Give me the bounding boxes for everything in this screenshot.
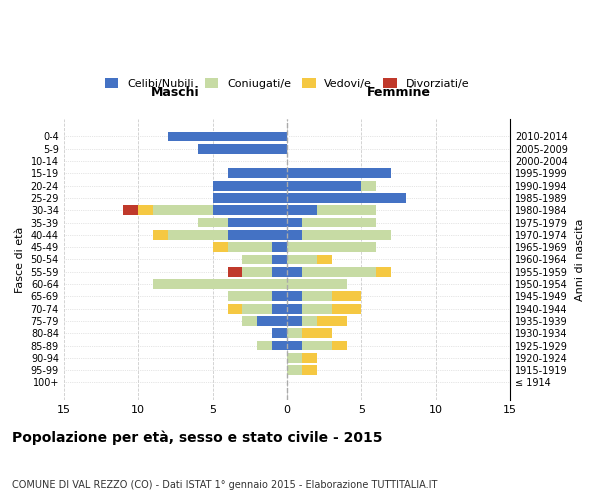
Text: Femmine: Femmine bbox=[367, 86, 431, 99]
Bar bbox=[376, 267, 391, 276]
Bar bbox=[317, 206, 376, 215]
Bar bbox=[124, 206, 138, 215]
Bar bbox=[242, 304, 272, 314]
Bar bbox=[242, 254, 272, 264]
Bar bbox=[287, 242, 376, 252]
Bar bbox=[212, 180, 287, 190]
Bar bbox=[287, 218, 302, 228]
Text: COMUNE DI VAL REZZO (CO) - Dati ISTAT 1° gennaio 2015 - Elaborazione TUTTITALIA.: COMUNE DI VAL REZZO (CO) - Dati ISTAT 1°… bbox=[12, 480, 437, 490]
Bar bbox=[302, 267, 376, 276]
Bar bbox=[242, 316, 257, 326]
Bar bbox=[332, 340, 347, 350]
Bar bbox=[272, 304, 287, 314]
Bar bbox=[332, 292, 361, 302]
Bar bbox=[287, 304, 302, 314]
Bar bbox=[302, 218, 376, 228]
Bar bbox=[198, 144, 287, 154]
Bar bbox=[361, 180, 376, 190]
Bar bbox=[153, 230, 168, 240]
Bar bbox=[212, 193, 287, 203]
Bar bbox=[287, 193, 406, 203]
Bar bbox=[302, 316, 317, 326]
Bar bbox=[227, 267, 242, 276]
Bar bbox=[287, 230, 302, 240]
Bar bbox=[317, 316, 347, 326]
Y-axis label: Anni di nascita: Anni di nascita bbox=[575, 218, 585, 300]
Bar bbox=[287, 353, 302, 363]
Bar bbox=[153, 279, 287, 289]
Bar bbox=[287, 267, 302, 276]
Bar bbox=[257, 340, 272, 350]
Bar bbox=[287, 279, 347, 289]
Bar bbox=[212, 206, 287, 215]
Bar bbox=[287, 328, 302, 338]
Text: Popolazione per età, sesso e stato civile - 2015: Popolazione per età, sesso e stato civil… bbox=[12, 430, 383, 445]
Text: Maschi: Maschi bbox=[151, 86, 200, 99]
Bar bbox=[153, 206, 212, 215]
Bar bbox=[317, 254, 332, 264]
Y-axis label: Fasce di età: Fasce di età bbox=[15, 226, 25, 292]
Bar bbox=[227, 168, 287, 178]
Bar bbox=[287, 180, 361, 190]
Bar bbox=[272, 292, 287, 302]
Bar bbox=[212, 242, 227, 252]
Bar bbox=[257, 316, 287, 326]
Bar bbox=[332, 304, 361, 314]
Bar bbox=[227, 230, 287, 240]
Legend: Celibi/Nubili, Coniugati/e, Vedovi/e, Divorziati/e: Celibi/Nubili, Coniugati/e, Vedovi/e, Di… bbox=[100, 74, 473, 94]
Bar bbox=[227, 304, 242, 314]
Bar bbox=[227, 292, 272, 302]
Bar bbox=[168, 132, 287, 141]
Bar bbox=[287, 254, 317, 264]
Bar bbox=[272, 340, 287, 350]
Bar bbox=[138, 206, 153, 215]
Bar bbox=[227, 218, 287, 228]
Bar bbox=[302, 292, 332, 302]
Bar bbox=[287, 168, 391, 178]
Bar bbox=[287, 292, 302, 302]
Bar bbox=[287, 340, 302, 350]
Bar bbox=[302, 328, 332, 338]
Bar bbox=[287, 365, 302, 375]
Bar bbox=[302, 365, 317, 375]
Bar bbox=[272, 254, 287, 264]
Bar bbox=[272, 328, 287, 338]
Bar bbox=[272, 242, 287, 252]
Bar bbox=[302, 230, 391, 240]
Bar bbox=[242, 267, 272, 276]
Bar bbox=[272, 267, 287, 276]
Bar bbox=[227, 242, 272, 252]
Bar bbox=[302, 353, 317, 363]
Bar bbox=[287, 206, 317, 215]
Bar bbox=[168, 230, 227, 240]
Bar bbox=[302, 304, 332, 314]
Bar bbox=[302, 340, 332, 350]
Bar bbox=[198, 218, 227, 228]
Bar bbox=[287, 316, 302, 326]
